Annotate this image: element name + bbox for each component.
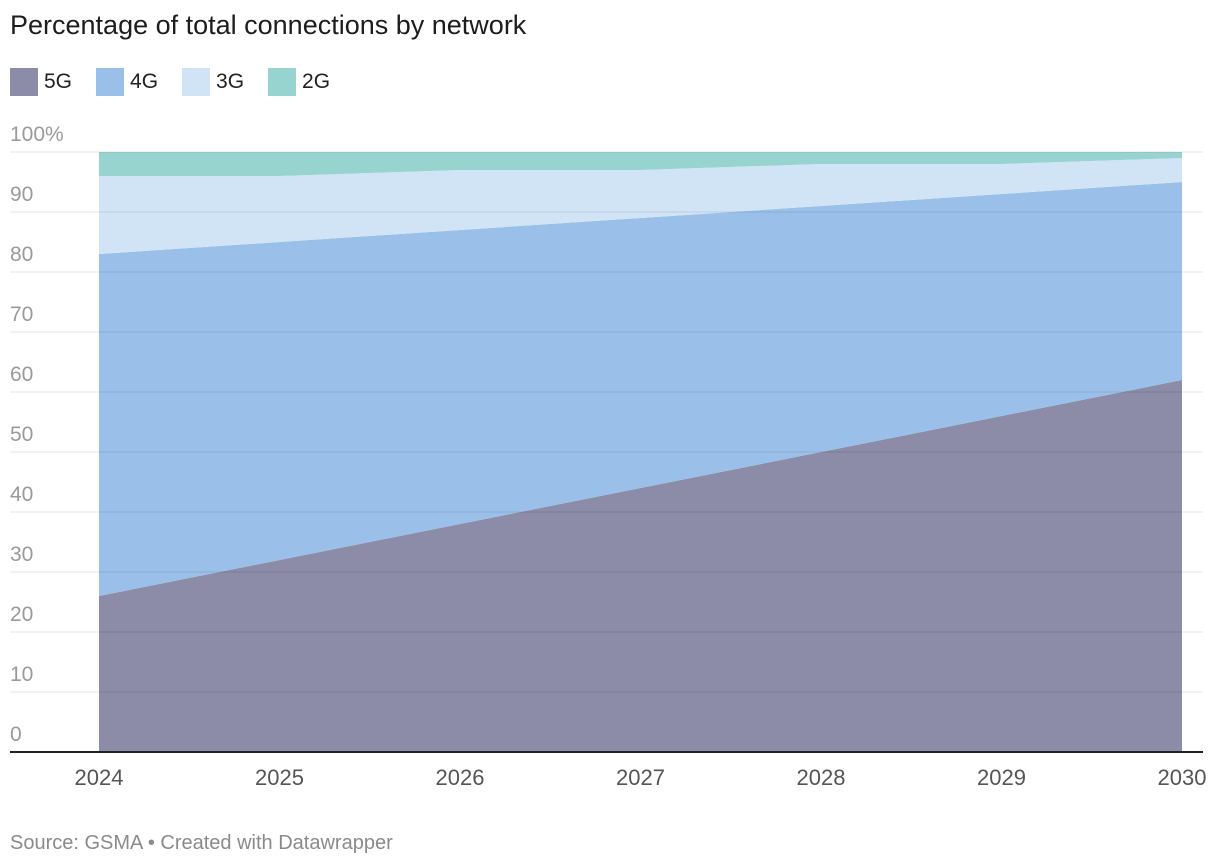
- x-tick-label-2029: 2029: [977, 765, 1026, 790]
- y-tick-label-3: 30: [10, 543, 33, 566]
- chart-title: Percentage of total connections by netwo…: [10, 10, 527, 40]
- area-4g: [99, 182, 1182, 596]
- x-tick-label-2024: 2024: [75, 765, 124, 790]
- x-tick-label-2028: 2028: [797, 765, 846, 790]
- legend-item-2g: 2G: [268, 68, 330, 96]
- source-note: Source: GSMA • Created with Datawrapper: [10, 832, 393, 854]
- y-tick-label-2: 20: [10, 603, 33, 626]
- y-tick-label-5: 50: [10, 423, 33, 446]
- area-2g: [99, 152, 1182, 176]
- legend-item-3g: 3G: [182, 68, 244, 96]
- x-tick-label-2025: 2025: [255, 765, 304, 790]
- legend-swatch-4g: [96, 68, 125, 96]
- y-tick-label-1: 10: [10, 663, 33, 686]
- y-tick-label-4: 40: [10, 483, 33, 506]
- y-tick-label-8: 80: [10, 243, 33, 266]
- x-tick-label-2027: 2027: [616, 765, 665, 790]
- area-3g: [99, 158, 1182, 254]
- legend-label-5g: 5G: [44, 70, 73, 93]
- y-tick-label-6: 60: [10, 363, 33, 386]
- legend-swatch-3g: [182, 68, 211, 96]
- legend-label-3g: 3G: [216, 70, 245, 93]
- legend: 5G 4G 3G 2G: [10, 67, 354, 97]
- legend-item-5g: 5G: [10, 68, 72, 96]
- legend-label-4g: 4G: [130, 70, 159, 93]
- y-tick-label-10: 100%: [10, 123, 64, 146]
- legend-swatch-5g: [10, 68, 38, 96]
- legend-label-2g: 2G: [302, 70, 331, 93]
- y-tick-label-9: 90: [10, 183, 33, 206]
- x-tick-label-2026: 2026: [436, 765, 485, 790]
- x-tick-label-2030: 2030: [1158, 765, 1207, 790]
- area-5g: [99, 380, 1182, 752]
- y-tick-label-7: 70: [10, 303, 33, 326]
- legend-swatch-2g: [268, 68, 297, 96]
- legend-item-4g: 4G: [96, 68, 158, 96]
- y-tick-label-0: 0: [10, 723, 22, 746]
